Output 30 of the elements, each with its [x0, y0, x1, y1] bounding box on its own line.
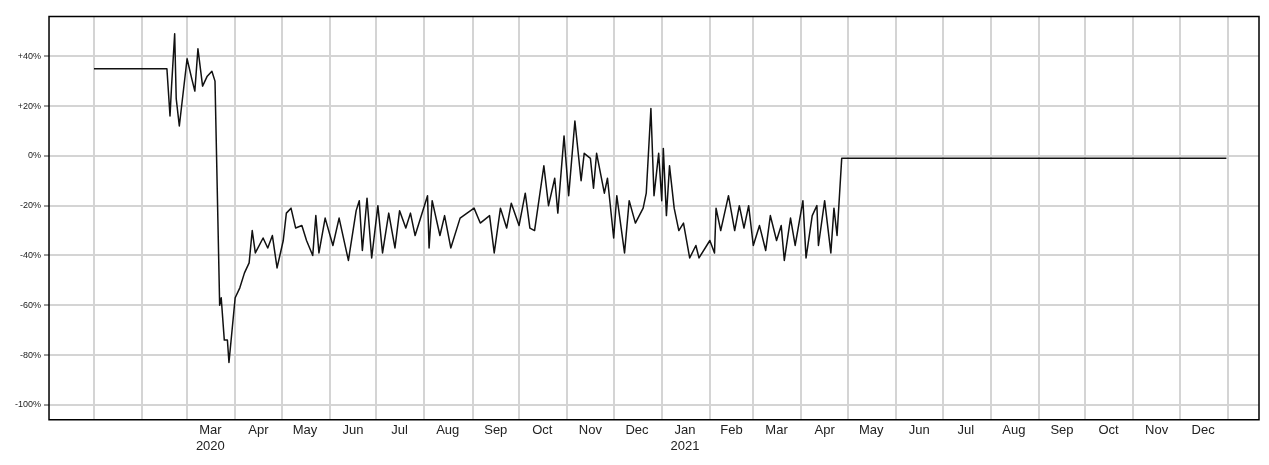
- x-tick-label: Oct: [532, 422, 553, 438]
- x-tick-label: Aug: [436, 422, 460, 438]
- x-tick-label: Apr: [814, 422, 836, 438]
- x-tick-label: Sep: [484, 422, 508, 438]
- x-tick-label: Sep: [1050, 422, 1074, 438]
- x-tick-label: May: [858, 422, 884, 438]
- y-tick-label: -100%: [15, 399, 42, 410]
- x-tick-label: Nov: [1145, 422, 1169, 438]
- y-tick-label: -40%: [20, 249, 42, 260]
- y-tick-label: -80%: [20, 349, 42, 360]
- x-tick-label: Apr: [248, 422, 270, 438]
- x-tick-label: Jul: [391, 422, 409, 438]
- x-tick-label: Jul: [957, 422, 975, 438]
- x-tick-label: Jun: [342, 422, 364, 438]
- x-tick-label: Feb: [720, 422, 743, 438]
- x-tick-label: Oct: [1098, 422, 1120, 438]
- x-tick-label: Jun: [908, 422, 930, 438]
- x-tick-label: Mar: [765, 422, 789, 438]
- x-tick-label: May: [292, 422, 318, 438]
- x-tick-label: Dec: [625, 422, 649, 438]
- x-tick-label: Mar 2020: [195, 422, 225, 453]
- x-tick-label: Jan 2021: [670, 422, 700, 453]
- x-tick-label: Aug: [1002, 422, 1026, 438]
- y-tick-label: -60%: [20, 299, 42, 310]
- y-tick-label: 0%: [28, 150, 42, 161]
- x-tick-label: Nov: [578, 422, 603, 438]
- x-tick-label: Dec: [1191, 422, 1216, 438]
- y-tick-label: +20%: [17, 100, 42, 111]
- y-tick-label: -20%: [20, 200, 42, 211]
- y-tick-label: +40%: [17, 50, 42, 61]
